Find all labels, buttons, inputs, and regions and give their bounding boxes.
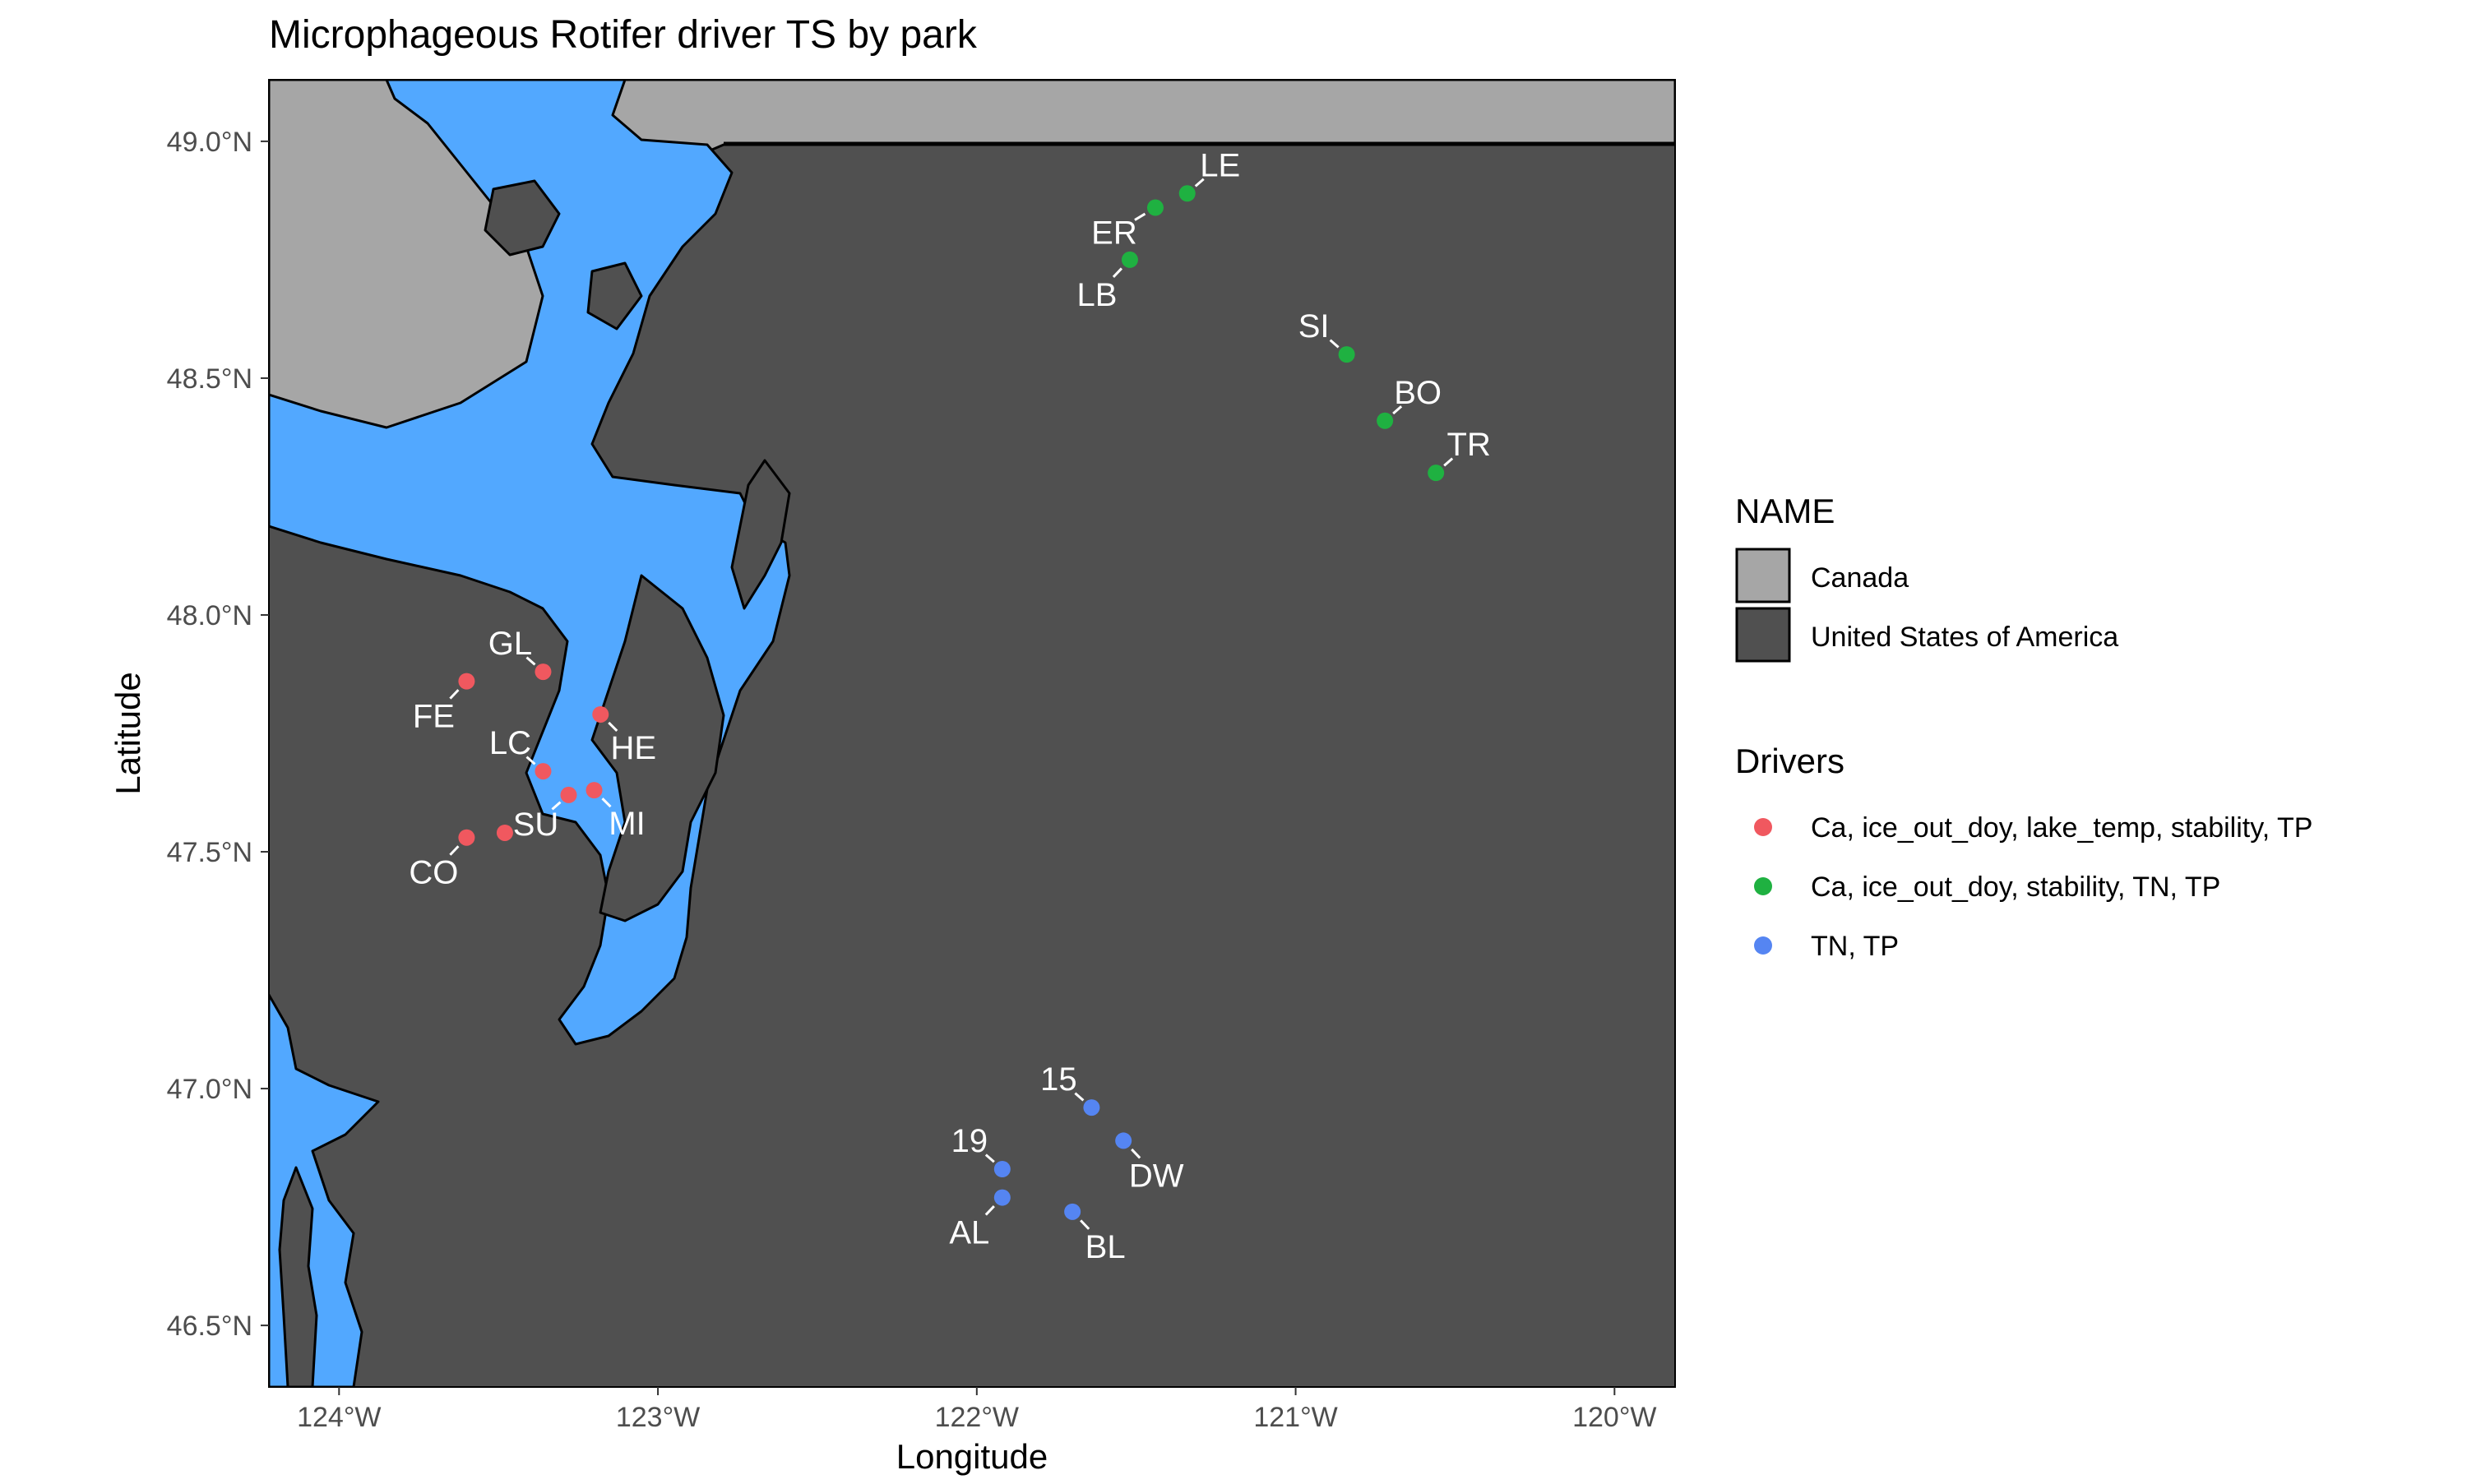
legend-key-driver-2 <box>1754 936 1772 955</box>
park-point-su <box>560 786 577 803</box>
y-tick-label: 48.5°N <box>167 363 252 395</box>
park-point-gl <box>535 663 552 681</box>
park-point-co <box>458 829 475 846</box>
y-tick-label: 48.0°N <box>167 600 252 631</box>
legend-key-driver-1 <box>1754 877 1772 895</box>
y-tick-label: 47.5°N <box>167 837 252 868</box>
legend-label-driver-2: TN, TP <box>1811 931 1899 962</box>
label-leader-line <box>608 721 618 733</box>
label-leader-line <box>1134 212 1146 221</box>
axes: 124°W 123°W 122°W 121°W 120°W 46.5°N 47.0°N 47.… <box>167 127 1657 1433</box>
park-point-er <box>1146 199 1164 216</box>
legend-label-usa: United States of America <box>1811 622 2118 653</box>
legend-name-title: NAME <box>1735 492 1835 530</box>
park-point-le <box>1178 185 1196 202</box>
label-leader-line <box>525 756 536 765</box>
label-leader-line <box>449 845 460 856</box>
legend-drivers-title: Drivers <box>1735 742 1844 780</box>
legend-label-driver-0: Ca, ice_out_doy, lake_temp, stability, T… <box>1811 812 2312 844</box>
park-label-fe: FE <box>413 699 455 735</box>
park-point-bl <box>1064 1203 1081 1220</box>
park-label-al: AL <box>949 1215 989 1251</box>
y-axis-title: Latitude <box>109 672 147 794</box>
park-point-mi <box>586 782 603 799</box>
label-leader-line <box>1194 178 1205 187</box>
label-leader-line <box>1112 267 1123 278</box>
panel-border <box>268 79 1676 1388</box>
park-label-lb: LB <box>1076 277 1117 313</box>
kitsap-peninsula <box>590 574 725 922</box>
label-leader-line <box>601 797 612 808</box>
park-label-dw: DW <box>1129 1158 1184 1194</box>
park-label-le: LE <box>1200 147 1240 183</box>
label-leader-line <box>551 801 562 811</box>
park-label-er: ER <box>1091 215 1137 252</box>
park-label-bl: BL <box>1085 1229 1126 1265</box>
park-point-fe <box>458 673 475 690</box>
x-tick-label: 123°W <box>616 1402 700 1433</box>
label-leader-line <box>449 689 460 700</box>
park-label-si: SI <box>1298 308 1330 344</box>
park-label-su: SU <box>513 807 559 843</box>
y-tick-label: 49.0°N <box>167 127 252 158</box>
label-leader-line <box>1392 405 1403 415</box>
label-leader-line <box>1080 1219 1090 1230</box>
x-tick-label: 120°W <box>1572 1402 1656 1433</box>
park-point-lc <box>535 763 552 780</box>
park-label-lc: LC <box>489 725 531 761</box>
park-label-he: HE <box>610 730 656 766</box>
x-tick-label: 122°W <box>935 1402 1019 1433</box>
label-leader-line <box>1329 339 1340 349</box>
park-point-bo <box>1377 412 1394 429</box>
label-leader-line <box>525 656 536 666</box>
park-point-dw <box>1115 1132 1132 1149</box>
legend-label-driver-1: Ca, ice_out_doy, stability, TN, TP <box>1811 871 2220 903</box>
san-juan-islands <box>484 179 561 257</box>
whidbey-island <box>730 459 791 610</box>
label-leader-line <box>1074 1092 1085 1102</box>
legend-name: NAME Canada United States of America <box>1735 492 2118 663</box>
label-leader-line <box>1131 1148 1141 1159</box>
park-point-15 <box>1083 1099 1100 1116</box>
legend-label-canada: Canada <box>1811 562 1909 594</box>
park-point-19 <box>993 1161 1011 1177</box>
park-point-si <box>1338 346 1355 363</box>
park-point-he <box>592 705 609 723</box>
park-point <box>496 824 513 841</box>
y-tick-label: 46.5°N <box>167 1311 252 1342</box>
park-point-al <box>993 1189 1011 1206</box>
willapa-peninsula <box>278 1166 318 1387</box>
park-label-co: CO <box>409 855 458 891</box>
legend-key-usa <box>1735 607 1791 663</box>
legend-key-driver-0 <box>1754 818 1772 836</box>
map-panel <box>269 80 1675 1387</box>
x-tick-label: 124°W <box>297 1402 381 1433</box>
park-point-tr <box>1428 465 1445 482</box>
park-point-lb <box>1121 251 1138 268</box>
y-tick-label: 47.0°N <box>167 1074 252 1105</box>
legend-drivers: Drivers Ca, ice_out_doy, lake_temp, stab… <box>1735 742 2312 962</box>
park-label-15: 15 <box>1040 1061 1077 1098</box>
x-tick-label: 121°W <box>1253 1402 1337 1433</box>
x-axis-title: Longitude <box>896 1437 1048 1476</box>
lopez-island <box>586 261 643 331</box>
park-label-gl: GL <box>488 626 532 662</box>
park-label-mi: MI <box>609 806 645 842</box>
label-leader-line <box>984 1205 995 1216</box>
label-leader-line <box>984 1153 995 1163</box>
plot-title: Microphageous Rotifer driver TS by park <box>269 13 978 57</box>
legend-key-canada <box>1735 548 1791 603</box>
park-label-19: 19 <box>951 1123 988 1159</box>
park-label-bo: BO <box>1394 375 1442 411</box>
label-leader-line <box>1443 457 1454 467</box>
park-label-tr: TR <box>1447 427 1491 463</box>
